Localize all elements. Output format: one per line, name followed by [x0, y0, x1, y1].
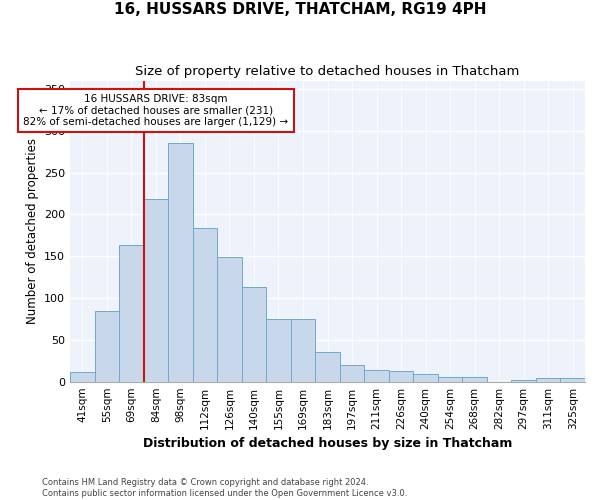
Bar — [315, 352, 340, 382]
Bar — [95, 310, 119, 382]
Title: Size of property relative to detached houses in Thatcham: Size of property relative to detached ho… — [136, 65, 520, 78]
Bar — [242, 287, 266, 382]
Bar — [511, 380, 536, 382]
X-axis label: Distribution of detached houses by size in Thatcham: Distribution of detached houses by size … — [143, 437, 512, 450]
Bar — [143, 200, 168, 382]
Text: 16, HUSSARS DRIVE, THATCHAM, RG19 4PH: 16, HUSSARS DRIVE, THATCHAM, RG19 4PH — [114, 2, 486, 18]
Bar — [193, 228, 217, 382]
Bar — [389, 371, 413, 382]
Bar — [536, 378, 560, 382]
Bar — [266, 319, 291, 382]
Bar — [340, 365, 364, 382]
Bar — [217, 257, 242, 382]
Bar — [168, 144, 193, 382]
Bar — [413, 374, 438, 382]
Text: 16 HUSSARS DRIVE: 83sqm
← 17% of detached houses are smaller (231)
82% of semi-d: 16 HUSSARS DRIVE: 83sqm ← 17% of detache… — [23, 94, 289, 127]
Bar — [70, 372, 95, 382]
Bar — [364, 370, 389, 382]
Bar — [438, 378, 463, 382]
Bar — [560, 378, 585, 382]
Text: Contains HM Land Registry data © Crown copyright and database right 2024.
Contai: Contains HM Land Registry data © Crown c… — [42, 478, 407, 498]
Y-axis label: Number of detached properties: Number of detached properties — [26, 138, 38, 324]
Bar — [463, 378, 487, 382]
Bar — [119, 244, 143, 382]
Bar — [291, 319, 315, 382]
